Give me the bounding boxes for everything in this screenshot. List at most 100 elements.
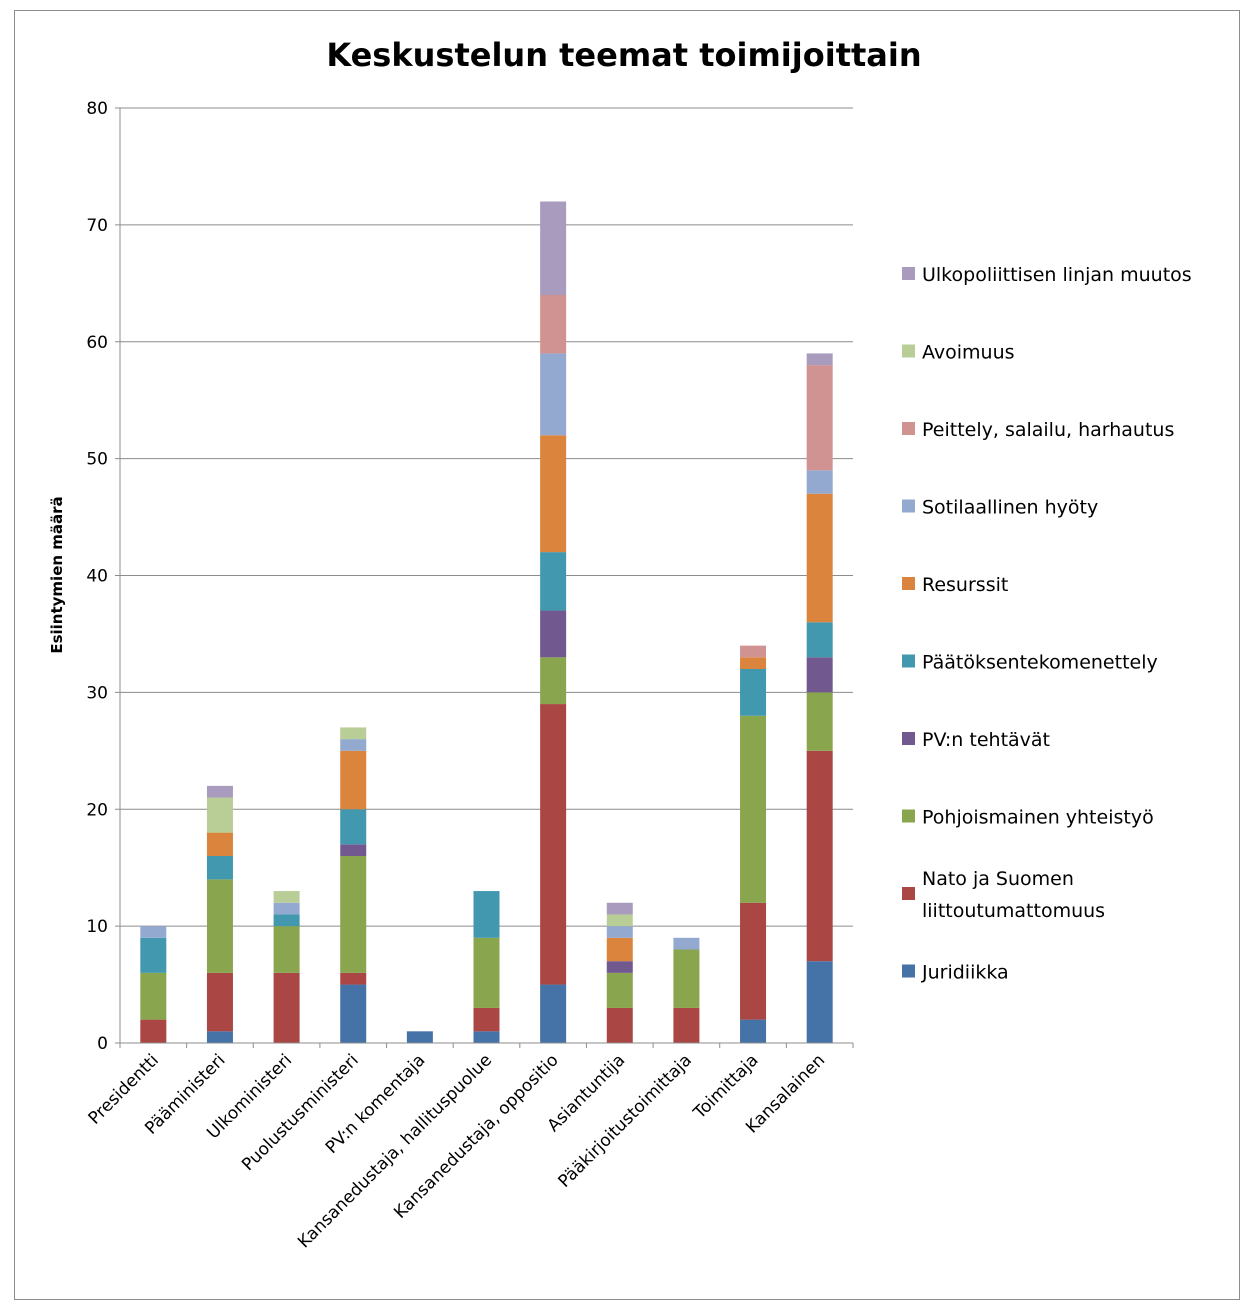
legend-swatch: [902, 499, 915, 513]
bar-segment: [206, 797, 233, 833]
bar-segment: [606, 902, 633, 915]
bar-segment: [673, 1007, 700, 1043]
bar-segment: [806, 622, 833, 658]
bar-segment: [806, 961, 833, 1043]
bar-segment: [140, 937, 167, 973]
axes: 01020304050607080PresidenttiPääministeri…: [85, 99, 854, 1252]
bar-segment: [540, 435, 567, 553]
legend-label: Päätöksentekomenettely: [922, 652, 1158, 674]
y-tick-label: 50: [86, 450, 108, 470]
y-tick-label: 40: [86, 567, 108, 587]
legend-label: Peittely, salailu, harhautus: [922, 419, 1174, 441]
bar-segment: [140, 1019, 167, 1043]
bar-segment: [740, 902, 767, 1020]
legend-label: Pohjoismainen yhteistyö: [922, 807, 1154, 829]
bar-segment: [806, 657, 833, 693]
bar-segment: [540, 704, 567, 985]
y-tick-label: 10: [86, 917, 108, 937]
gridlines: [120, 107, 853, 927]
bar-segment: [673, 949, 700, 1008]
legend-label: Nato ja Suomen: [922, 868, 1074, 890]
bar-segment: [606, 972, 633, 1008]
legend-label: PV:n tehtävät: [922, 729, 1050, 751]
legend-swatch: [902, 887, 915, 900]
bar-segment: [606, 961, 633, 973]
bar-segment: [340, 809, 367, 845]
legend-label: Juridiikka: [921, 962, 1009, 984]
legend-swatch: [902, 267, 915, 280]
bar-segment: [340, 972, 367, 985]
bar-segment: [473, 937, 500, 1008]
bar-segment: [206, 879, 233, 973]
bar-segment: [806, 365, 833, 471]
legend-swatch: [902, 577, 915, 590]
legend-label: Ulkopoliittisen linjan muutos: [922, 264, 1192, 286]
bar-segment: [540, 353, 567, 436]
bar-segment: [340, 856, 367, 973]
y-tick-label: 20: [86, 800, 108, 820]
bar-segment: [340, 727, 367, 740]
bar-segment: [540, 295, 567, 354]
legend-swatch: [902, 809, 915, 823]
bar-segment: [340, 844, 367, 856]
legend-swatch: [902, 732, 915, 745]
bar-segment: [606, 914, 633, 927]
bar-segment: [273, 972, 300, 1043]
bar-segment: [340, 984, 367, 1043]
bars: [140, 201, 833, 1043]
x-tick-label: Puolustusministeri: [238, 1050, 363, 1175]
bar-segment: [206, 1031, 233, 1043]
bar-segment: [606, 937, 633, 962]
bar-segment: [140, 972, 167, 1020]
bar-segment: [673, 937, 700, 950]
bar-segment: [340, 750, 367, 810]
bar-segment: [740, 715, 767, 903]
bar-segment: [740, 669, 767, 716]
chart-title: Keskustelun teemat toimijoittain: [326, 36, 921, 74]
legend: Ulkopoliittisen linjan muutos Avoimuus Pei…: [902, 264, 1192, 984]
bar-segment: [473, 891, 500, 938]
bar-segment: [540, 984, 567, 1043]
bar-segment: [273, 914, 300, 927]
bar-segment: [540, 552, 567, 611]
bar-segment: [806, 750, 833, 962]
bar-segment: [206, 785, 233, 798]
bar-segment: [273, 891, 300, 903]
bar-segment: [540, 657, 567, 705]
y-tick-label: 80: [86, 99, 108, 119]
bar-segment: [140, 926, 167, 938]
bar-segment: [740, 645, 767, 658]
y-tick-label: 30: [86, 683, 108, 703]
legend-swatch: [902, 964, 915, 978]
y-tick-label: 70: [86, 216, 108, 236]
bar-segment: [540, 610, 567, 658]
bar-segment: [806, 470, 833, 494]
legend-swatch: [902, 422, 915, 435]
bar-segment: [606, 1007, 633, 1043]
bar-segment: [406, 1031, 433, 1043]
bar-segment: [806, 353, 833, 366]
x-tick-label: Pääkirjoitustoimittaja: [555, 1050, 696, 1191]
legend-swatch: [902, 344, 915, 358]
legend-label: Sotilaallinen hyöty: [922, 497, 1098, 519]
y-tick-label: 0: [97, 1034, 108, 1054]
y-tick-label: 60: [86, 333, 108, 353]
bar-segment: [606, 926, 633, 938]
bar-segment: [740, 657, 767, 669]
legend-label: liittoutumattomuus: [922, 900, 1105, 922]
bar-segment: [806, 493, 833, 623]
bar-segment: [806, 692, 833, 751]
legend-swatch: [902, 654, 915, 668]
legend-label: Resurssit: [922, 574, 1008, 596]
bar-segment: [340, 739, 367, 751]
bar-segment: [206, 832, 233, 856]
bar-segment: [740, 1019, 767, 1043]
bar-segment: [540, 201, 567, 295]
bar-segment: [206, 856, 233, 880]
bar-segment: [206, 972, 233, 1032]
bar-segment: [273, 902, 300, 915]
y-axis-label: Esiintymien määrä: [48, 496, 66, 653]
bar-segment: [273, 926, 300, 973]
legend-label: Avoimuus: [922, 342, 1015, 364]
